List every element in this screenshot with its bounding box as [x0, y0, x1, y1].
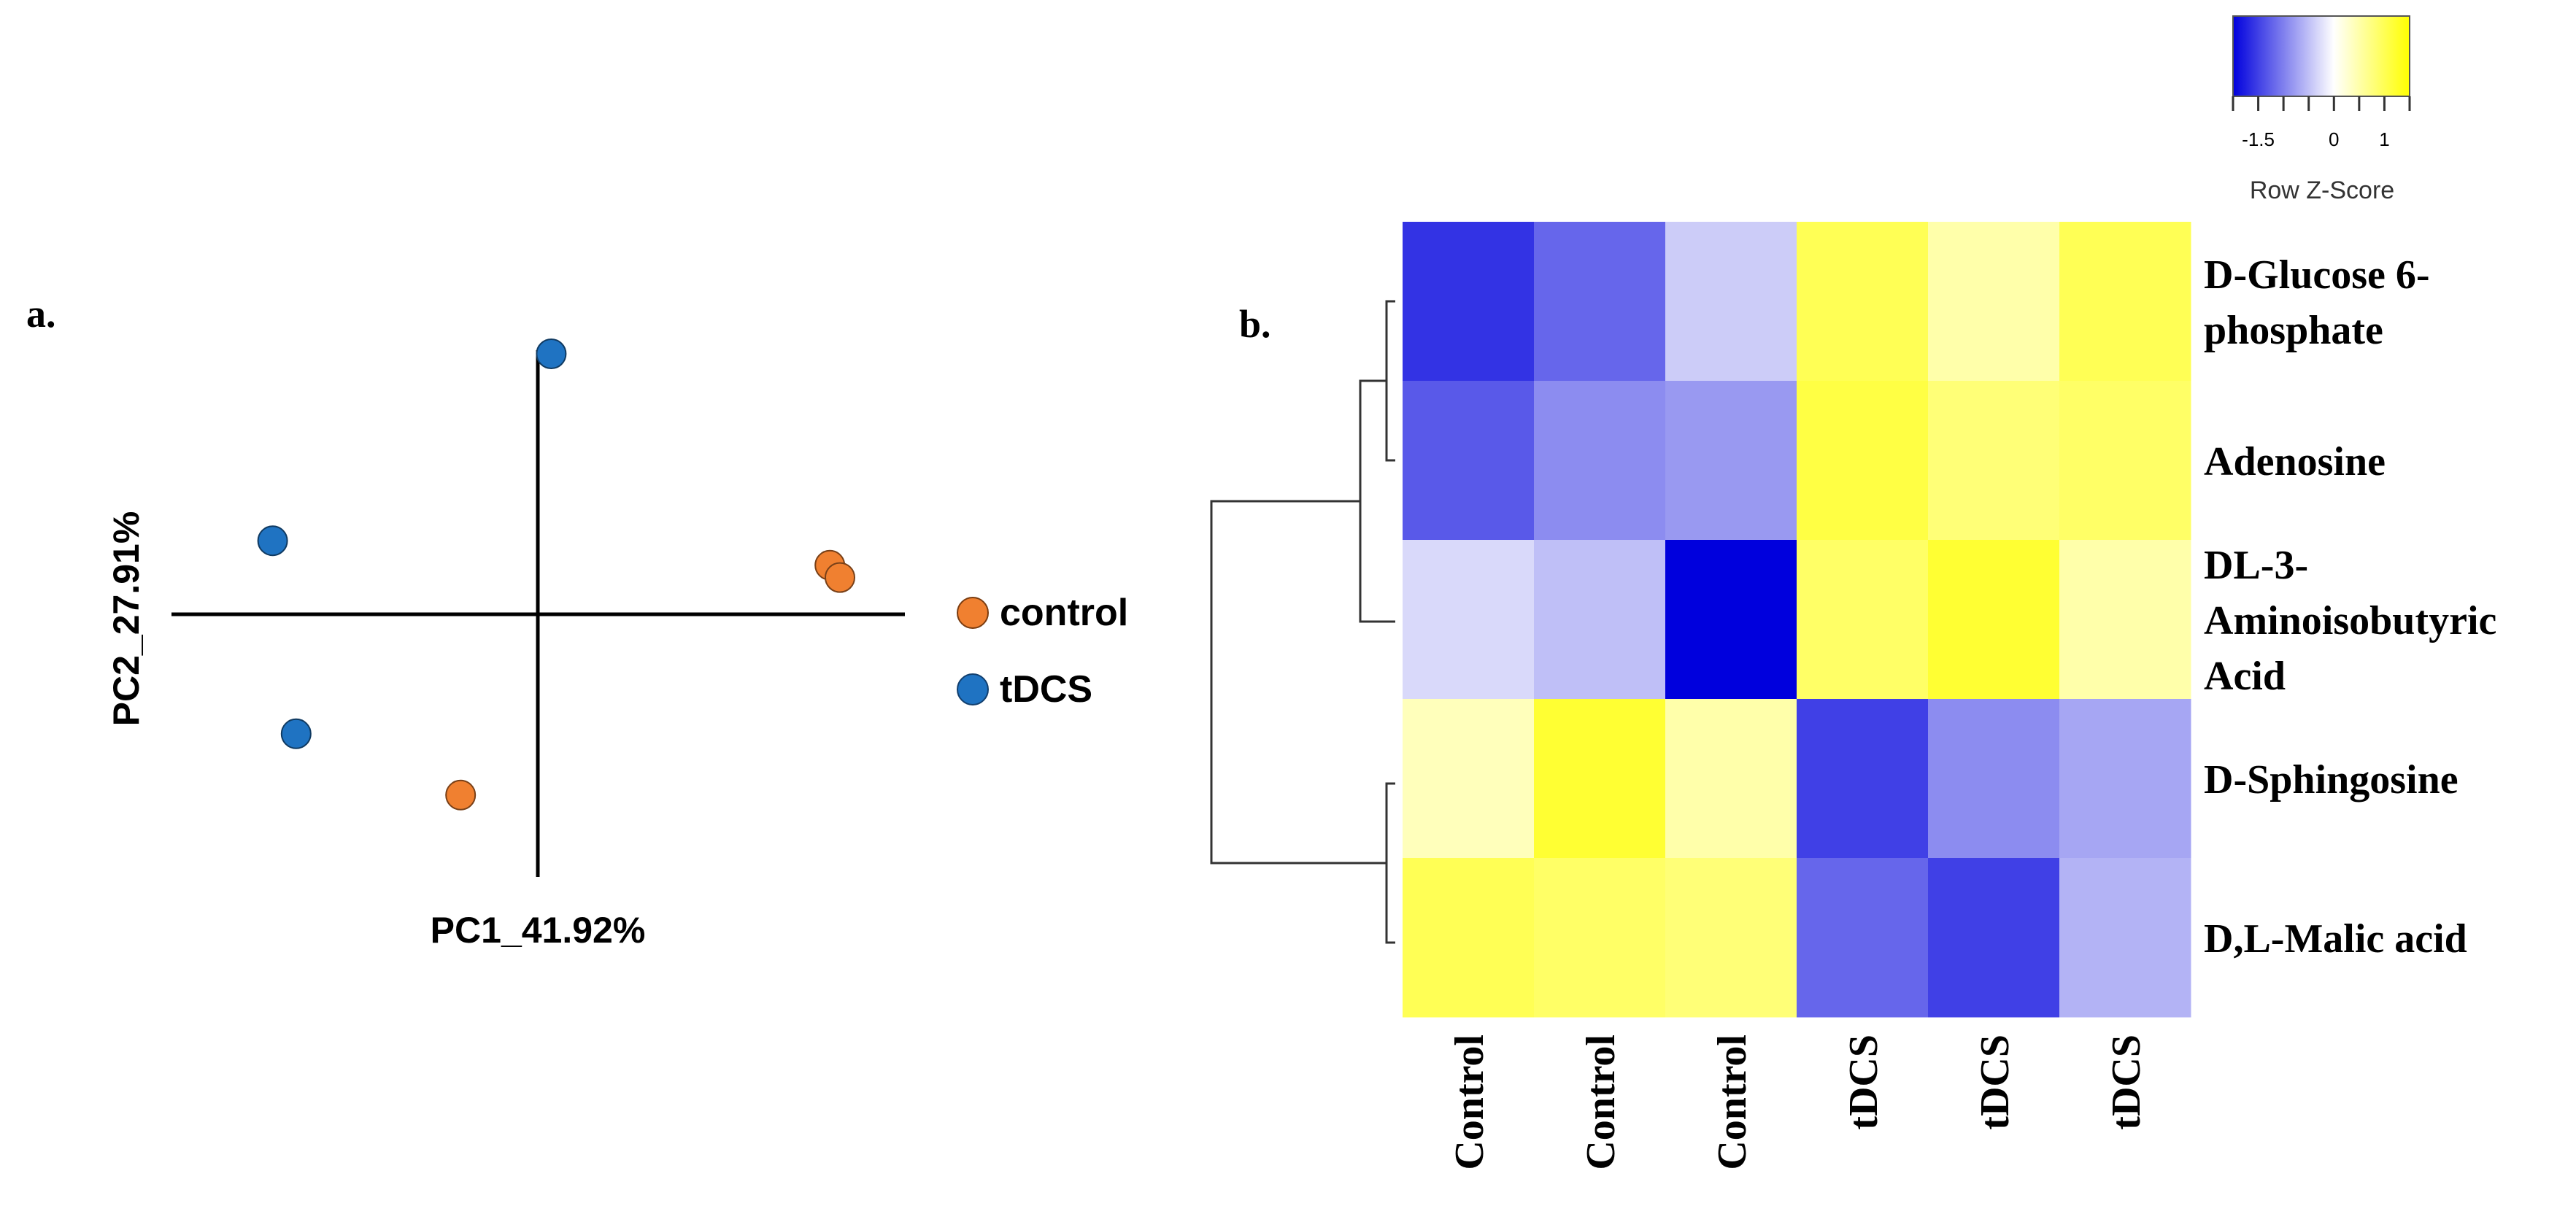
heatmap-row-label-5: D,L-Malic acid [2204, 916, 2467, 962]
heatmap-cell-r4-c4 [1797, 699, 1929, 859]
heatmap-row-label-1: D-Glucose 6-phosphate [2204, 252, 2430, 353]
heatmap-column-label-2: Control [1578, 1035, 1624, 1170]
heatmap-cell-r3-c3 [1665, 540, 1797, 700]
heatmap-cell-r1-c5 [1928, 222, 2060, 382]
heatmap-cell-r3-c6 [2059, 540, 2191, 700]
heatmap-cell-r5-c6 [2059, 858, 2191, 1018]
heatmap-cell-r2-c4 [1797, 381, 1929, 541]
heatmap-cell-r1-c2 [1534, 222, 1666, 382]
heatmap-cell-r4-c5 [1928, 699, 2060, 859]
heatmap-cell-r4-c2 [1534, 699, 1666, 859]
heatmap-panel-label: b. [1239, 302, 1271, 346]
heatmap-row-label-2: Adenosine [2204, 439, 2386, 484]
pca-legend: control tDCS [957, 592, 1128, 711]
heatmap-cell-r4-c1 [1403, 699, 1535, 859]
pca-panel-label: a. [26, 292, 56, 336]
heatmap-column-label-5: tDCS [1973, 1035, 2018, 1130]
heatmap-row-labels: D-Glucose 6-phosphate Adenosine DL-3-Amino… [2204, 252, 2496, 962]
heatmap-column-label-4: tDCS [1841, 1035, 1886, 1130]
color-key: -1.5 0 1 Row Z-Score [2232, 15, 2411, 204]
heatmap-column-label-1: Control [1447, 1035, 1492, 1170]
color-key-title: Row Z-Score [2250, 177, 2394, 204]
heatmap-cell-r1-c6 [2059, 222, 2191, 382]
heatmap-cell-r1-c4 [1797, 222, 1929, 382]
heatmap-cell-r3-c4 [1797, 540, 1929, 700]
pca-point-tdcs-3 [280, 718, 312, 749]
heatmap-cell-r2-c1 [1403, 381, 1535, 541]
heatmap-cell-r1-c3 [1665, 222, 1797, 382]
heatmap-cell-r5-c5 [1928, 858, 2060, 1018]
pca-point-control-3 [445, 779, 477, 811]
heatmap-column-label-6: tDCS [2104, 1035, 2149, 1130]
heatmap-panel: b. -1.5 0 1 Row Z-Score D-Glucose 6-phosph… [1210, 15, 2496, 1170]
color-key-tick-label: 1 [2379, 128, 2389, 150]
row-dendrogram [1210, 300, 1395, 944]
legend-control-label: control [1000, 592, 1128, 634]
dendrogram-root [1210, 500, 1387, 865]
dendrogram-link-glucose-adenosine [1385, 300, 1395, 462]
legend-tdcs-label: tDCS [1000, 668, 1092, 711]
heatmap-cell-r3-c2 [1534, 540, 1666, 700]
heatmap-cell-r2-c5 [1928, 381, 2060, 541]
heatmap-cells [1403, 222, 2191, 1018]
color-key-gradient [2232, 15, 2410, 97]
heatmap-cell-r5-c4 [1797, 858, 1929, 1018]
heatmap-cell-r3-c1 [1403, 540, 1535, 700]
heatmap-cell-r4-c6 [2059, 699, 2191, 859]
heatmap-cell-r5-c1 [1403, 858, 1535, 1018]
heatmap-cell-r2-c6 [2059, 381, 2191, 541]
heatmap-cell-r2-c2 [1534, 381, 1666, 541]
heatmap-row-label-3: DL-3-Aminoisobutyric Acid [2204, 543, 2496, 699]
heatmap-cell-r4-c3 [1665, 699, 1797, 859]
heatmap-cell-r1-c1 [1403, 222, 1535, 382]
heatmap-cell-r5-c2 [1534, 858, 1666, 1018]
heatmap-column-label-3: Control [1710, 1035, 1755, 1170]
color-key-ticks: -1.5 0 1 [2232, 96, 2411, 150]
pca-point-control-2 [825, 562, 855, 593]
color-key-tick-label: -1.5 [2242, 128, 2275, 150]
pca-point-tdcs-1 [536, 339, 567, 369]
pca-point-tdcs-2 [257, 525, 288, 557]
color-key-tick-label: 0 [2329, 128, 2339, 150]
dendrogram-link-with-aminoisobutyric [1359, 379, 1395, 623]
pca-panel: a. PC1_41.92% PC2_27.91% control tDCS [26, 292, 1128, 951]
dendrogram-link-sphingosine-malic [1385, 782, 1395, 944]
legend-control-marker [957, 597, 989, 629]
heatmap-cell-r3-c5 [1928, 540, 2060, 700]
heatmap-column-labels: Control Control Control tDCS tDCS tDCS [1447, 1035, 2149, 1170]
heatmap-cell-r2-c3 [1665, 381, 1797, 541]
pca-points [257, 339, 855, 811]
legend-tdcs-marker [957, 673, 989, 705]
heatmap-row-label-4: D-Sphingosine [2204, 757, 2459, 803]
pca-x-axis-label: PC1_41.92% [431, 910, 646, 951]
pca-y-axis-label: PC2_27.91% [106, 511, 147, 727]
heatmap-cell-r5-c3 [1665, 858, 1797, 1018]
